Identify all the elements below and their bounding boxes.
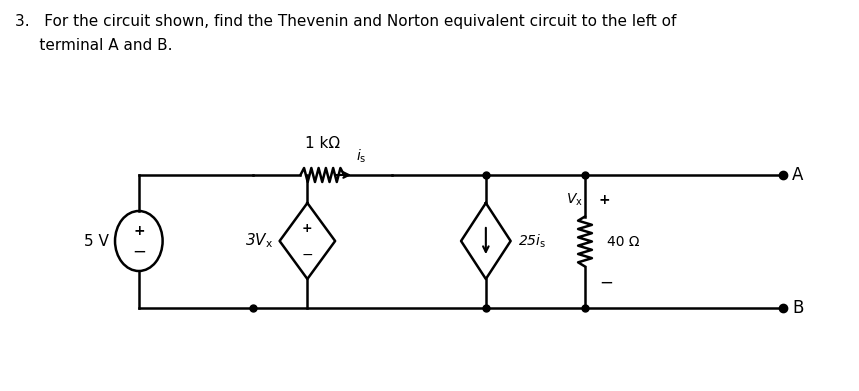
- Text: 1 kΩ: 1 kΩ: [305, 136, 340, 151]
- Text: +: +: [599, 193, 611, 207]
- Text: +: +: [133, 224, 144, 238]
- Text: 3.   For the circuit shown, find the Thevenin and Norton equivalent circuit to t: 3. For the circuit shown, find the Theve…: [15, 14, 676, 29]
- Text: 40 Ω: 40 Ω: [606, 235, 639, 249]
- Text: $V_\mathrm{x}$: $V_\mathrm{x}$: [566, 192, 583, 208]
- Text: A: A: [792, 166, 804, 184]
- Text: −: −: [132, 243, 146, 261]
- Text: terminal A and B.: terminal A and B.: [15, 38, 173, 53]
- Text: 5 V: 5 V: [84, 233, 109, 249]
- Text: $i_\mathrm{s}$: $i_\mathrm{s}$: [356, 147, 367, 165]
- Text: 3V$_\mathrm{x}$: 3V$_\mathrm{x}$: [246, 231, 274, 250]
- Text: B: B: [792, 299, 804, 317]
- Text: 25$i_\mathrm{s}$: 25$i_\mathrm{s}$: [518, 232, 545, 250]
- Text: −: −: [302, 248, 314, 262]
- Text: −: −: [599, 274, 612, 292]
- Text: +: +: [302, 221, 313, 235]
